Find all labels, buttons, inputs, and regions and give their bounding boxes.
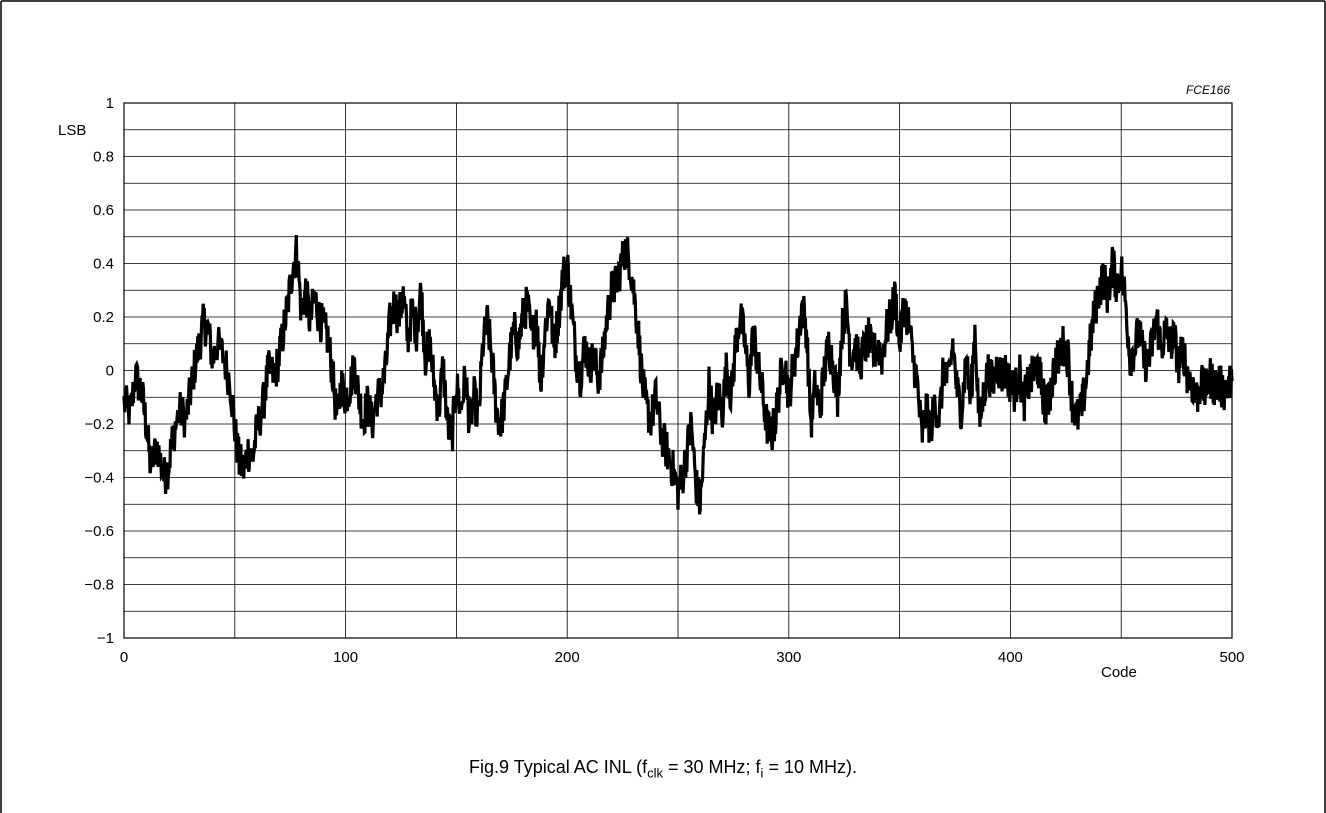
x-axis-label: Code: [1101, 664, 1137, 681]
y-tick-label: −0.2: [84, 416, 114, 433]
caption-suffix: = 10 MHz).: [763, 757, 857, 777]
y-axis-label: LSB: [58, 122, 86, 139]
y-tick-label: −0.4: [84, 470, 114, 487]
x-tick-label: 100: [333, 649, 358, 666]
x-tick-label: 200: [555, 649, 580, 666]
caption-sub-i: i: [760, 765, 764, 781]
y-tick-label: 0.2: [93, 309, 114, 326]
caption-sub-clk: clk: [647, 765, 663, 781]
y-tick-label: 0.8: [93, 149, 114, 166]
y-tick-labels: −1 −0.8 −0.6 −0.4 −0.2 0 0.2 0.4 0.6 0.8 1: [84, 95, 114, 647]
figure-caption: Fig.9 Typical AC INL (fclk = 30 MHz; fi …: [0, 757, 1326, 781]
y-tick-label: 0: [106, 363, 114, 380]
caption-prefix: Fig.9 Typical AC INL (f: [469, 757, 648, 777]
inl-series-line: [122, 235, 1234, 515]
y-tick-label: −0.8: [84, 577, 114, 594]
x-tick-label: 300: [776, 649, 801, 666]
x-tick-label: 500: [1219, 649, 1244, 666]
y-tick-label: 1: [106, 95, 114, 112]
y-tick-label: 0.6: [93, 202, 114, 219]
y-tick-label: −1: [97, 630, 114, 647]
series-layer: [122, 235, 1234, 515]
plot-frame: [123, 102, 1233, 639]
x-tick-labels: 0 100 200 300 400 500: [120, 649, 1245, 666]
x-tick-label: 400: [998, 649, 1023, 666]
x-tick-label: 0: [120, 649, 128, 666]
figure-code: FCE166: [1186, 83, 1230, 97]
y-tick-label: −0.6: [84, 523, 114, 540]
caption-mid: = 30 MHz; f: [663, 757, 761, 777]
y-tick-label: 0.4: [93, 256, 114, 273]
